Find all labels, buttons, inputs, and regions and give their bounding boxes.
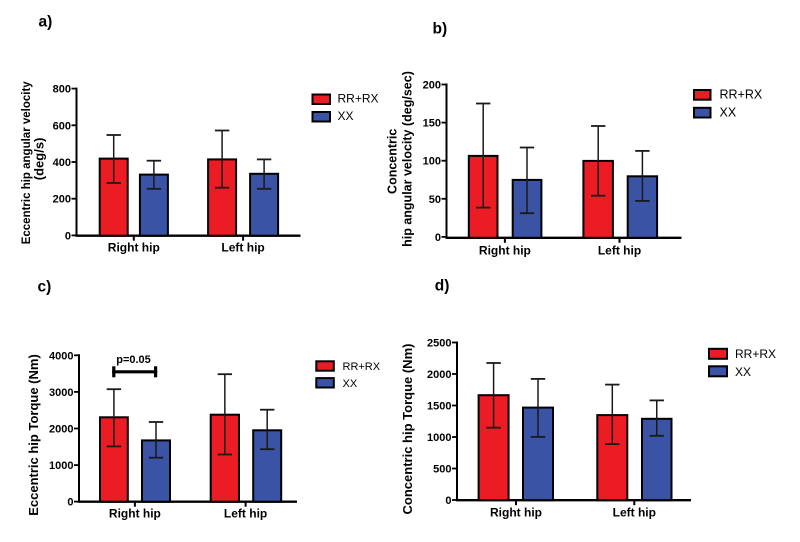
svg-text:RR+RX: RR+RX <box>720 88 763 102</box>
svg-text:RR+RX: RR+RX <box>343 361 381 373</box>
svg-text:0: 0 <box>435 232 441 244</box>
svg-text:RR+RX: RR+RX <box>338 92 379 106</box>
svg-text:Right hip: Right hip <box>108 241 160 255</box>
svg-text:RR+RX: RR+RX <box>735 347 776 361</box>
svg-text:XX: XX <box>720 106 737 120</box>
svg-text:2000: 2000 <box>427 369 451 381</box>
svg-text:Eccentric hip angular velocity: Eccentric hip angular velocity <box>21 81 33 245</box>
svg-text:200: 200 <box>423 80 441 92</box>
svg-text:XX: XX <box>343 378 358 390</box>
svg-text:Right hip: Right hip <box>490 506 542 520</box>
svg-text:Left hip: Left hip <box>613 506 656 520</box>
svg-text:Right hip: Right hip <box>479 244 531 258</box>
svg-text:2500: 2500 <box>427 338 451 350</box>
svg-text:0: 0 <box>65 230 71 242</box>
svg-text:a): a) <box>39 14 53 31</box>
svg-text:XX: XX <box>338 109 354 123</box>
svg-text:Left hip: Left hip <box>221 241 264 255</box>
svg-text:1000: 1000 <box>49 460 73 472</box>
svg-text:d): d) <box>435 277 450 294</box>
svg-text:0: 0 <box>67 497 73 509</box>
svg-text:Right hip: Right hip <box>109 507 161 521</box>
svg-text:50: 50 <box>429 194 441 206</box>
svg-text:500: 500 <box>433 464 451 476</box>
svg-text:Left hip: Left hip <box>224 507 267 521</box>
svg-text:b): b) <box>433 21 448 38</box>
svg-text:400: 400 <box>53 157 71 169</box>
svg-text:Left hip: Left hip <box>598 244 641 258</box>
svg-text:1000: 1000 <box>427 432 451 444</box>
svg-text:4000: 4000 <box>49 350 73 362</box>
svg-text:c): c) <box>38 279 52 296</box>
svg-text:1500: 1500 <box>427 401 451 413</box>
svg-text:Concentric: Concentric <box>386 129 400 194</box>
svg-text:100: 100 <box>423 156 441 168</box>
svg-text:XX: XX <box>735 365 751 379</box>
svg-text:p=0.05: p=0.05 <box>116 354 151 366</box>
svg-text:3000: 3000 <box>49 387 73 399</box>
svg-text:Concentric hip Torque (Nm): Concentric hip Torque (Nm) <box>400 344 415 515</box>
svg-text:2000: 2000 <box>49 424 73 436</box>
svg-text:(deg/s): (deg/s) <box>31 138 46 181</box>
svg-text:800: 800 <box>53 84 71 96</box>
svg-text:200: 200 <box>53 194 71 206</box>
svg-text:Eccentric hip Torque (Nm): Eccentric hip Torque (Nm) <box>26 354 41 516</box>
svg-text:hip angular velocity (deg/sec): hip angular velocity (deg/sec) <box>401 71 415 247</box>
svg-text:150: 150 <box>423 118 441 130</box>
svg-text:600: 600 <box>53 120 71 132</box>
svg-text:0: 0 <box>445 495 451 507</box>
